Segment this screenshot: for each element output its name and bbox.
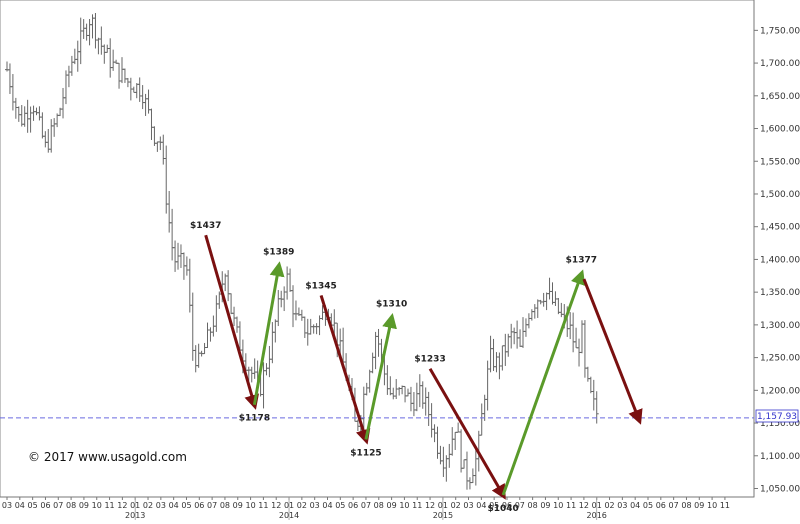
- x-tick-label: 07: [515, 501, 525, 510]
- y-tick-label: 1,100.00: [760, 452, 800, 462]
- current-price-box: [755, 409, 799, 423]
- x-tick-label: 05: [489, 501, 499, 510]
- x-tick-label: 05: [335, 501, 345, 510]
- x-tick-label: 03: [310, 501, 320, 510]
- peak-label: $1389: [263, 248, 294, 258]
- x-tick-label: 12: [425, 501, 435, 510]
- trend-arrow-down: [582, 278, 643, 425]
- x-tick-label: 08: [681, 501, 691, 510]
- x-tick-label: 09: [233, 501, 243, 510]
- x-tick-label: 09: [79, 501, 89, 510]
- y-tick-label: 1,450.00: [760, 223, 800, 233]
- x-tick-label: 07: [207, 501, 217, 510]
- y-tick-label: 1,650.00: [760, 92, 800, 102]
- copyright-text: © 2017 www.usagold.com: [28, 450, 187, 464]
- trend-arrow-up: [501, 269, 586, 496]
- year-label: 2014: [279, 511, 299, 520]
- x-tick-label: 06: [194, 501, 204, 510]
- x-tick-label: 02: [297, 501, 307, 510]
- x-tick-label: 07: [53, 501, 63, 510]
- y-tick-label: 1,600.00: [760, 125, 800, 135]
- x-tick-label: 10: [245, 501, 255, 510]
- x-tick-label: 04: [630, 501, 640, 510]
- y-tick-label: 1,500.00: [760, 190, 800, 200]
- y-tick-label: 1,050.00: [760, 485, 800, 495]
- x-tick-label: 02: [451, 501, 461, 510]
- x-tick-label: 11: [566, 501, 576, 510]
- trend-arrow-down: [428, 367, 506, 500]
- x-tick-label: 04: [15, 501, 25, 510]
- y-tick-label: 1,200.00: [760, 386, 800, 396]
- y-tick-label: 1,400.00: [760, 255, 800, 265]
- x-tick-label: 10: [399, 501, 409, 510]
- trough-label: $1125: [350, 448, 381, 458]
- trend-arrow-down: [319, 294, 371, 445]
- peak-label: $1377: [566, 255, 597, 265]
- year-label: 2016: [587, 511, 607, 520]
- x-tick-label: 06: [40, 501, 50, 510]
- x-tick-label: 11: [258, 501, 268, 510]
- x-tick-label: 08: [374, 501, 384, 510]
- plot-area: [0, 0, 755, 498]
- x-tick-label: 08: [528, 501, 538, 510]
- x-tick-label: 12: [117, 501, 127, 510]
- x-tick-label: 03: [463, 501, 473, 510]
- x-tick-label: 06: [656, 501, 666, 510]
- current-price-label: 1,157.93: [757, 412, 797, 422]
- peak-label: $1345: [305, 281, 336, 291]
- x-tick-label: 04: [476, 501, 486, 510]
- price-bars: [5, 12, 599, 490]
- x-tick-label: 08: [220, 501, 230, 510]
- x-tick-label: 08: [66, 501, 76, 510]
- trough-label: $1040: [487, 504, 518, 514]
- x-axis: 03 04 05 06 07 08 09 10 11 12 01 02 03 04 05 06 07 08 09 10…: [2, 497, 730, 520]
- x-tick-label: 09: [387, 501, 397, 510]
- trend-arrow-down: [204, 234, 259, 410]
- y-tick-label: 1,250.00: [760, 354, 800, 364]
- x-tick-label: 11: [720, 501, 730, 510]
- x-tick-label: 02: [143, 501, 153, 510]
- y-axis: 1,050.00 1,100.00 1,150.00 1,200.00 1,250.00…: [754, 26, 800, 495]
- x-tick-label: 05: [643, 501, 653, 510]
- year-label: 2015: [433, 511, 453, 520]
- trough-label: $1178: [239, 414, 270, 424]
- y-tick-label: 1,550.00: [760, 157, 800, 167]
- x-tick-label: 09: [694, 501, 704, 510]
- y-tick-label: 1,300.00: [760, 321, 800, 331]
- x-tick-label: 03: [2, 501, 12, 510]
- y-tick-label: 1,150.00: [760, 419, 800, 429]
- peak-label: $1310: [376, 299, 407, 309]
- x-tick-label: 10: [707, 501, 717, 510]
- x-tick-label: 06: [502, 501, 512, 510]
- x-tick-label: 12: [579, 501, 589, 510]
- x-tick-label: 04: [169, 501, 179, 510]
- trend-arrows: $1437 $1389 $1178 $1345 $1310 $1125 $1233 $1377…: [190, 221, 643, 514]
- y-tick-label: 1,750.00: [760, 26, 800, 36]
- x-tick-label: 09: [540, 501, 550, 510]
- x-tick-label: 03: [617, 501, 627, 510]
- y-tick-label: 1,350.00: [760, 288, 800, 298]
- x-tick-label: 11: [104, 501, 114, 510]
- x-tick-label: 10: [92, 501, 102, 510]
- x-tick-label: 06: [348, 501, 358, 510]
- x-tick-label: 10: [553, 501, 563, 510]
- x-tick-label: 03: [156, 501, 166, 510]
- x-tick-label: 02: [604, 501, 614, 510]
- x-tick-label: 07: [669, 501, 679, 510]
- peak-label: $1233: [414, 355, 445, 365]
- x-tick-label: 12: [271, 501, 281, 510]
- x-tick-label: 05: [181, 501, 191, 510]
- peak-label: $1437: [190, 221, 221, 231]
- x-tick-label: 07: [361, 501, 371, 510]
- x-tick-label: 11: [412, 501, 422, 510]
- x-tick-label: 04: [322, 501, 332, 510]
- trend-arrow-up: [252, 261, 285, 405]
- trend-arrow-up: [364, 313, 397, 440]
- year-label: 2013: [125, 511, 145, 520]
- x-tick-label: 05: [28, 501, 38, 510]
- y-tick-label: 1,700.00: [760, 59, 800, 69]
